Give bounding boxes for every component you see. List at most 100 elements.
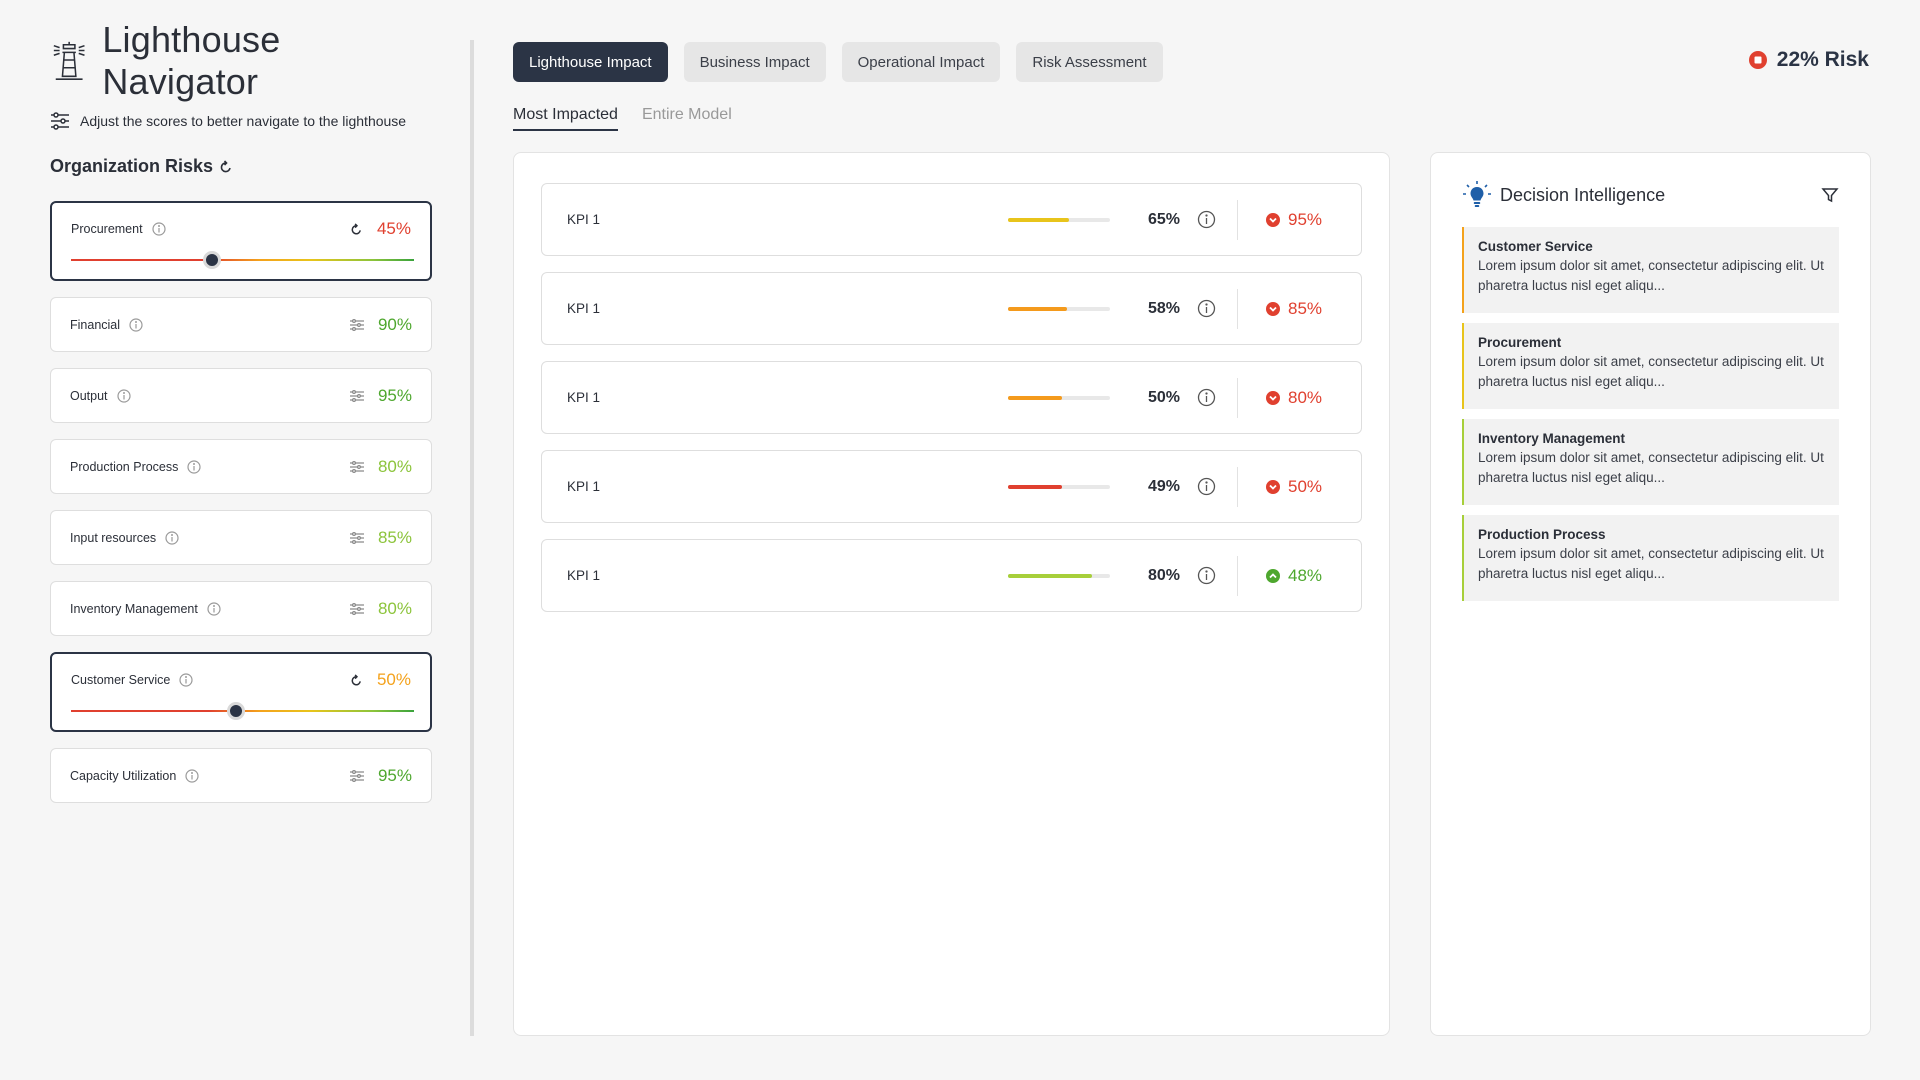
risk-card-controls: 85% xyxy=(349,528,412,548)
kpi-info[interactable] xyxy=(1197,477,1216,496)
info-icon[interactable] xyxy=(151,222,166,236)
kpi-progress-bar xyxy=(1008,484,1110,489)
kpi-score: 49% xyxy=(1147,477,1180,495)
decision-card[interactable]: Procurement Lorem ipsum dolor sit amet, … xyxy=(1462,323,1839,409)
slider-knob[interactable] xyxy=(226,702,245,720)
kpi-impact-value: 85% xyxy=(1288,298,1323,318)
lightbulb-icon xyxy=(1463,181,1491,207)
sliders-icon xyxy=(51,112,69,130)
risk-card-row: Inventory Management 80% xyxy=(70,599,412,619)
risk-card[interactable]: Procurement 45% xyxy=(50,201,432,281)
panel-divider xyxy=(470,40,474,1036)
kpi-score: 58% xyxy=(1147,299,1180,317)
risk-slider[interactable] xyxy=(71,702,414,720)
app-title: Lighthouse Navigator xyxy=(102,19,281,102)
subtab-most-impacted[interactable]: Most Impacted xyxy=(513,106,618,131)
info-icon[interactable] xyxy=(187,459,201,474)
risk-card-value: 80% xyxy=(377,456,412,476)
info-icon[interactable] xyxy=(129,317,143,332)
risk-info[interactable] xyxy=(207,601,221,616)
info-icon[interactable] xyxy=(185,768,199,783)
risk-info[interactable] xyxy=(116,388,131,403)
sliders-icon[interactable] xyxy=(349,531,364,544)
tab-risk-assessment[interactable]: Risk Assessment xyxy=(1016,42,1163,82)
info-icon[interactable] xyxy=(1197,299,1216,318)
tab-operational-impact[interactable]: Operational Impact xyxy=(841,42,1001,82)
risk-card[interactable]: Output 95% xyxy=(50,368,432,423)
kpi-score: 65% xyxy=(1147,210,1180,228)
sliders-icon[interactable] xyxy=(349,460,364,473)
risk-info[interactable] xyxy=(165,530,179,545)
decision-card[interactable]: Production Process Lorem ipsum dolor sit… xyxy=(1462,515,1839,601)
refresh-icon[interactable] xyxy=(350,673,363,687)
risk-card[interactable]: Capacity Utilization 95% xyxy=(50,748,432,803)
subtab-entire-model[interactable]: Entire Model xyxy=(641,106,732,123)
info-icon[interactable] xyxy=(1197,477,1216,496)
kpi-impact: 85% xyxy=(1266,299,1336,319)
kpi-progress-fill xyxy=(1008,573,1092,578)
risk-card[interactable]: Customer Service 50% xyxy=(50,652,432,732)
kpi-progress-bar xyxy=(1008,217,1110,222)
kpi-impact-value: 50% xyxy=(1288,476,1323,496)
decision-intelligence-title: Decision Intelligence xyxy=(1500,184,1666,205)
kpi-score: 80% xyxy=(1147,566,1180,584)
risk-card-label: Input resources xyxy=(70,530,157,545)
sliders-icon[interactable] xyxy=(349,318,364,331)
info-icon[interactable] xyxy=(1197,388,1216,407)
info-icon[interactable] xyxy=(207,601,221,616)
tab-business-impact[interactable]: Business Impact xyxy=(683,42,826,82)
kpi-progress-fill xyxy=(1008,306,1068,311)
info-icon[interactable] xyxy=(165,530,179,545)
kpi-row[interactable]: KPI 1 65% 95% xyxy=(541,183,1362,256)
adjust-hint: Adjust the scores to better navigate to … xyxy=(50,112,432,130)
refresh-icon[interactable] xyxy=(219,159,233,174)
risk-card-label: Customer Service xyxy=(71,673,171,687)
chevron-down-circle-icon xyxy=(1266,390,1280,405)
kpi-info[interactable] xyxy=(1197,210,1216,229)
kpi-progress-bar xyxy=(1008,573,1110,578)
refresh-icon[interactable] xyxy=(350,222,363,236)
organization-risks-label: Organization Risks xyxy=(50,156,214,176)
risk-card[interactable]: Input resources 85% xyxy=(50,510,432,565)
kpi-row[interactable]: KPI 1 49% 50% xyxy=(541,450,1362,523)
kpi-separator xyxy=(1237,377,1238,418)
filter-icon[interactable] xyxy=(1821,186,1839,204)
chevron-down-circle-icon xyxy=(1266,479,1280,494)
sliders-icon[interactable] xyxy=(349,602,364,615)
slider-knob[interactable] xyxy=(202,251,221,269)
risk-card[interactable]: Production Process 80% xyxy=(50,439,432,494)
kpi-info[interactable] xyxy=(1197,388,1216,407)
kpi-info[interactable] xyxy=(1197,299,1216,318)
info-icon[interactable] xyxy=(179,673,193,687)
kpi-row[interactable]: KPI 1 80% 48% xyxy=(541,539,1362,612)
chevron-up-circle-icon xyxy=(1266,568,1280,583)
risk-info[interactable] xyxy=(129,317,143,332)
risk-card-label: Financial xyxy=(70,317,121,332)
decision-intelligence-list: Customer Service Lorem ipsum dolor sit a… xyxy=(1462,227,1839,601)
sliders-icon[interactable] xyxy=(349,389,364,402)
info-icon[interactable] xyxy=(1197,210,1216,229)
risk-card[interactable]: Inventory Management 80% xyxy=(50,581,432,636)
kpi-separator xyxy=(1237,288,1238,329)
tab-lighthouse-impact[interactable]: Lighthouse Impact xyxy=(513,42,668,82)
stop-icon xyxy=(1748,51,1767,69)
decision-card[interactable]: Inventory Management Lorem ipsum dolor s… xyxy=(1462,419,1839,505)
kpi-row[interactable]: KPI 1 58% 85% xyxy=(541,272,1362,345)
risk-card-value: 50% xyxy=(376,670,411,689)
sliders-icon[interactable] xyxy=(349,769,364,782)
kpi-row[interactable]: KPI 1 50% 80% xyxy=(541,361,1362,434)
risk-info[interactable] xyxy=(151,222,166,236)
risk-slider[interactable] xyxy=(71,251,414,269)
kpi-label: KPI 1 xyxy=(567,479,601,494)
risk-card-row: Input resources 85% xyxy=(70,528,412,548)
info-icon[interactable] xyxy=(1197,566,1216,585)
risk-info[interactable] xyxy=(185,768,199,783)
info-icon[interactable] xyxy=(116,388,131,403)
kpi-info[interactable] xyxy=(1197,566,1216,585)
risk-card[interactable]: Financial 90% xyxy=(50,297,432,352)
risk-info[interactable] xyxy=(187,459,201,474)
risk-info[interactable] xyxy=(179,673,193,687)
risk-card-value: 90% xyxy=(377,314,412,334)
kpi-label: KPI 1 xyxy=(567,568,601,583)
decision-card[interactable]: Customer Service Lorem ipsum dolor sit a… xyxy=(1462,227,1839,313)
